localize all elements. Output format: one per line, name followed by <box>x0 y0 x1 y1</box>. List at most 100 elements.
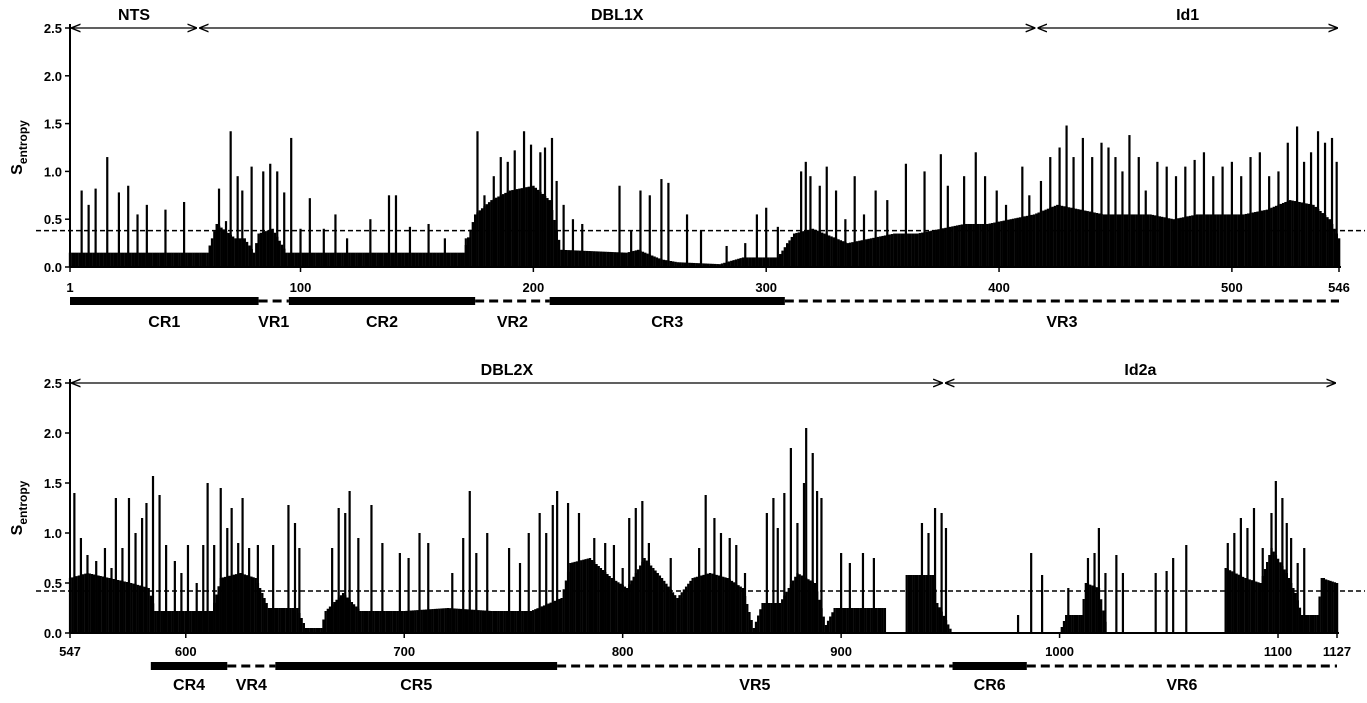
entropy-bar <box>515 189 519 267</box>
entropy-bar <box>185 252 188 267</box>
entropy-bar <box>720 263 724 267</box>
entropy-peak-bar <box>1172 558 1175 633</box>
entropy-bar <box>194 252 198 267</box>
entropy-bar <box>220 227 223 267</box>
entropy-peak-bar <box>272 545 275 633</box>
entropy-bar <box>313 252 316 267</box>
entropy-peak-bar <box>1121 573 1125 633</box>
entropy-bar <box>269 608 273 633</box>
entropy-bar <box>1294 593 1297 633</box>
domain-label: DBL1X <box>591 7 644 24</box>
entropy-bar <box>280 608 284 633</box>
entropy-bar <box>1241 576 1245 633</box>
entropy-peak-bar <box>1039 180 1043 267</box>
entropy-bar <box>1149 214 1152 267</box>
entropy-peak-bar <box>566 503 570 633</box>
entropy-peak-bar <box>1114 157 1117 267</box>
entropy-bar <box>120 252 123 267</box>
entropy-bar <box>802 231 805 267</box>
entropy-bar <box>1309 615 1313 633</box>
entropy-bar <box>706 573 710 633</box>
entropy-bar <box>599 568 603 633</box>
entropy-peak-bar <box>593 538 596 633</box>
entropy-bar <box>636 569 640 633</box>
entropy-peak-bar <box>182 201 186 267</box>
entropy-bar <box>832 237 836 267</box>
entropy-bar <box>420 252 423 267</box>
entropy-bar <box>697 263 700 267</box>
entropy-bar <box>949 628 952 633</box>
entropy-bar <box>586 558 589 633</box>
entropy-bar <box>399 252 402 267</box>
entropy-bar <box>702 263 705 267</box>
entropy-bar <box>523 611 526 633</box>
entropy-peak-bar <box>1233 533 1236 633</box>
entropy-bar <box>78 252 81 267</box>
entropy-bar <box>245 241 249 267</box>
entropy-bar <box>813 583 817 633</box>
entropy-bar <box>378 252 381 267</box>
entropy-bar <box>759 609 762 633</box>
entropy-bar <box>909 233 912 267</box>
entropy-bar <box>1074 208 1078 267</box>
entropy-bar <box>1266 562 1269 633</box>
entropy-bar <box>497 611 500 633</box>
x-tick-label: 600 <box>175 644 197 659</box>
entropy-peak-bar <box>248 548 251 633</box>
entropy-bar <box>877 608 880 633</box>
entropy-bar <box>866 608 869 633</box>
entropy-bar <box>271 228 274 267</box>
entropy-bar <box>1319 211 1322 267</box>
entropy-bar <box>1080 615 1083 633</box>
entropy-bar <box>958 224 961 267</box>
entropy-bar <box>1030 214 1033 267</box>
entropy-peak-bar <box>604 543 607 633</box>
entropy-peak-bar <box>755 214 758 267</box>
entropy-peak-bar <box>1165 166 1168 267</box>
entropy-peak-bar <box>241 190 244 267</box>
entropy-bar <box>228 575 231 633</box>
entropy-bar <box>497 196 500 267</box>
entropy-bar <box>667 586 670 633</box>
entropy-bar <box>261 593 264 633</box>
entropy-bar <box>722 576 725 633</box>
entropy-bar <box>936 603 939 633</box>
entropy-bar <box>1235 573 1238 633</box>
entropy-bar <box>371 252 375 267</box>
entropy-bar <box>1237 574 1240 633</box>
entropy-bar <box>1018 217 1022 267</box>
region-label: VR2 <box>497 314 528 331</box>
entropy-bar <box>331 252 335 267</box>
entropy-bar <box>844 608 847 633</box>
entropy-bar <box>339 595 343 633</box>
entropy-bar <box>739 586 742 633</box>
entropy-peak-bar <box>308 198 311 267</box>
entropy-bar <box>907 575 911 633</box>
entropy-bar <box>965 223 968 267</box>
entropy-bar <box>718 264 721 267</box>
entropy-peak-bar <box>1239 518 1242 633</box>
entropy-bar <box>199 611 203 633</box>
entropy-bar <box>490 200 493 267</box>
entropy-bar <box>297 252 300 267</box>
entropy-bar <box>403 611 406 633</box>
entropy-peak-bar <box>121 548 124 633</box>
entropy-bar <box>671 261 675 267</box>
entropy-bar <box>171 611 174 633</box>
entropy-bar <box>304 628 308 633</box>
entropy-peak-bar <box>269 163 272 267</box>
entropy-bar <box>739 258 742 267</box>
entropy-bar <box>390 611 393 633</box>
entropy-bar <box>154 252 158 267</box>
entropy-bar <box>1337 238 1341 267</box>
entropy-peak-bar <box>1128 135 1131 267</box>
entropy-peak-bar <box>250 166 253 267</box>
entropy-peak-bar <box>276 171 279 267</box>
entropy-bar <box>1191 215 1194 267</box>
entropy-bar <box>876 236 880 267</box>
entropy-bar <box>617 582 620 633</box>
entropy-peak-bar <box>1323 142 1327 267</box>
entropy-bar <box>400 611 404 633</box>
entropy-bar <box>788 240 791 267</box>
entropy-bar <box>990 223 994 267</box>
